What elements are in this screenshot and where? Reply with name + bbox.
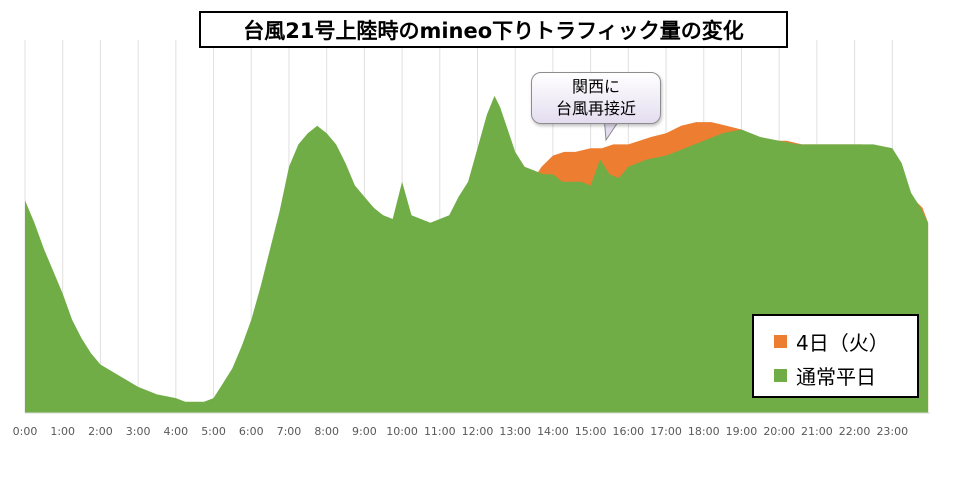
callout-line-1: 関西に [571,77,620,96]
x-tick-label: 9:00 [352,425,377,438]
legend-item-normal-weekday: 通常平日 [774,358,917,392]
x-tick-label: 7:00 [277,425,302,438]
x-tick-label: 21:00 [801,425,833,438]
x-tick-label: 0:00 [13,425,38,438]
x-tick-label: 23:00 [876,425,908,438]
legend-swatch-orange [774,334,787,348]
x-tick-label: 5:00 [201,425,226,438]
x-tick-label: 10:00 [386,425,418,438]
x-tick-label: 19:00 [726,425,758,438]
x-tick-label: 1:00 [50,425,75,438]
x-tick-label: 4:00 [163,425,188,438]
x-tick-label: 20:00 [763,425,795,438]
x-tick-label: 6:00 [239,425,264,438]
x-tick-label: 12:00 [462,425,494,438]
x-tick-label: 22:00 [839,425,871,438]
x-tick-label: 16:00 [612,425,644,438]
legend-item-typhoon-day: 4日（火） [774,324,917,358]
legend-swatch-green [774,368,787,382]
legend-label-typhoon-day: 4日（火） [796,330,889,355]
x-tick-label: 17:00 [650,425,682,438]
legend: 4日（火） 通常平日 [752,314,919,398]
x-tick-label: 8:00 [314,425,339,438]
x-tick-label: 14:00 [537,425,569,438]
chart-title: 台風21号上陸時のmineo下りトラフィック量の変化 [199,11,788,48]
callout-line-2: 台風再接近 [555,99,636,118]
typhoon-callout: 関西に 台風再接近 [531,72,661,124]
x-tick-label: 11:00 [424,425,456,438]
x-tick-label: 18:00 [688,425,720,438]
x-tick-label: 15:00 [575,425,607,438]
x-tick-labels: 0:00 1:00 2:00 3:00 4:00 5:00 6:00 7:00 8:00 9:00… [13,425,908,438]
legend-label-normal-weekday: 通常平日 [796,364,876,389]
x-tick-label: 3:00 [126,425,151,438]
series-area-normal-weekday [25,95,929,414]
x-tick-label: 13:00 [499,425,531,438]
x-tick-label: 2:00 [88,425,113,438]
